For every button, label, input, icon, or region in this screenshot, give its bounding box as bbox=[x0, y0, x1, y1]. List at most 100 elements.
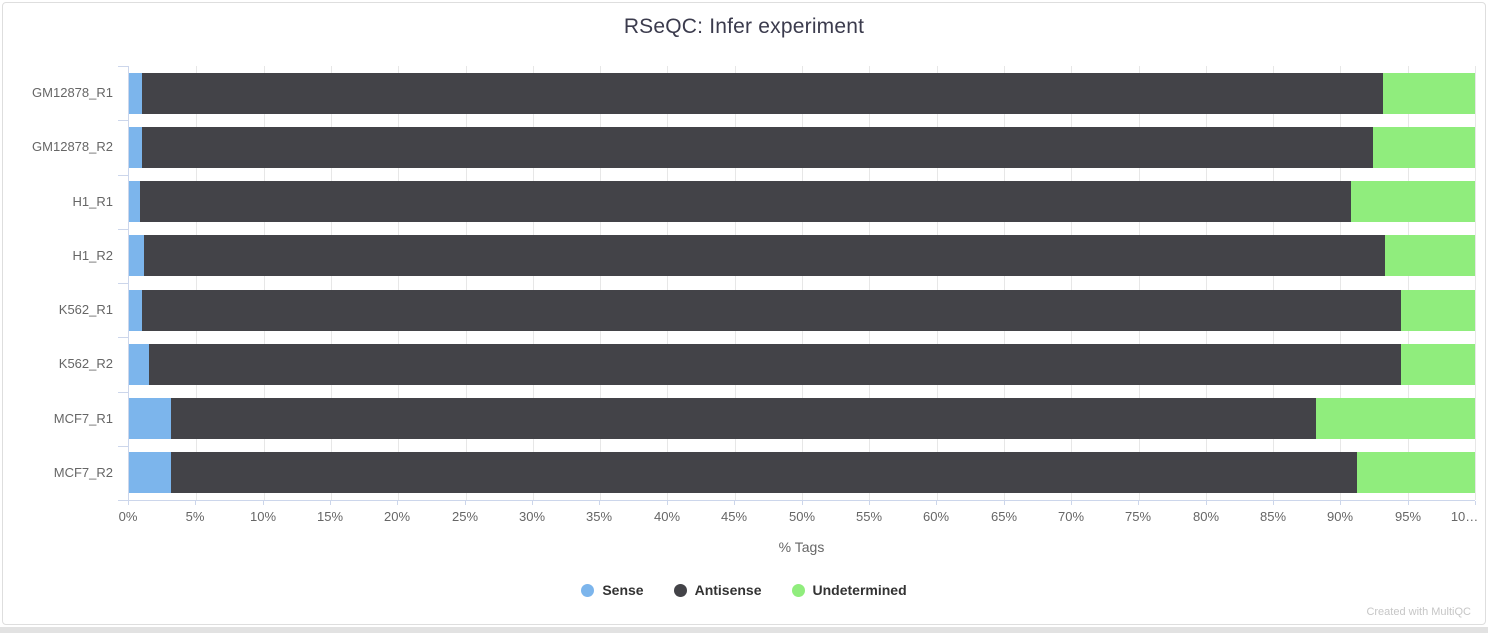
x-axis-tick-label: 25% bbox=[451, 509, 479, 524]
x-axis-tick-label: 0% bbox=[118, 509, 138, 524]
x-axis-tick-label: 55% bbox=[855, 509, 883, 524]
x-axis-tick bbox=[1273, 501, 1274, 505]
bar-segment-undetermined[interactable] bbox=[1372, 126, 1475, 168]
gridline bbox=[398, 66, 400, 500]
bar-segment-antisense[interactable] bbox=[149, 343, 1401, 385]
x-axis-tick bbox=[869, 501, 870, 505]
bar-segment-antisense[interactable] bbox=[142, 289, 1401, 331]
bar-segment-antisense[interactable] bbox=[170, 398, 1317, 440]
y-axis-label: GM12878_R1 bbox=[32, 85, 113, 100]
x-axis-tick-label: 60% bbox=[922, 509, 950, 524]
x-axis-line bbox=[128, 500, 1475, 501]
bar-segment-antisense[interactable] bbox=[142, 126, 1373, 168]
x-axis-tick bbox=[195, 501, 196, 505]
x-axis-tick-label: 40% bbox=[653, 509, 681, 524]
legend-label: Undetermined bbox=[812, 582, 907, 598]
bar-segment-antisense[interactable] bbox=[143, 235, 1385, 277]
y-axis-label: MCF7_R1 bbox=[53, 410, 113, 426]
gridline bbox=[1138, 66, 1140, 500]
x-axis-tick bbox=[599, 501, 600, 505]
x-axis-tick bbox=[667, 501, 668, 505]
bar-segment-undetermined[interactable] bbox=[1400, 289, 1475, 331]
bar-segment-sense[interactable] bbox=[129, 181, 140, 223]
legend-item-undetermined[interactable]: Undetermined bbox=[791, 582, 907, 598]
bar-segment-undetermined[interactable] bbox=[1356, 452, 1475, 494]
bar-segment-sense[interactable] bbox=[129, 398, 171, 440]
bar-segment-undetermined[interactable] bbox=[1400, 343, 1475, 385]
y-axis-label: GM12878_R2 bbox=[32, 139, 113, 155]
legend-label: Sense bbox=[602, 582, 644, 598]
x-axis-tick bbox=[1475, 501, 1476, 505]
x-axis-tick-label: 70% bbox=[1057, 509, 1085, 524]
gridline bbox=[869, 66, 871, 500]
x-axis-tick-label: 75% bbox=[1124, 509, 1152, 524]
gridline bbox=[532, 66, 534, 500]
chart-title: RSeQC: Infer experiment bbox=[623, 15, 865, 38]
bar-segment-antisense[interactable] bbox=[170, 452, 1357, 494]
page-bottom-strip bbox=[0, 627, 1488, 633]
bar-segment-antisense[interactable] bbox=[142, 72, 1384, 114]
y-axis-label: H1_R1 bbox=[72, 193, 113, 209]
gridline bbox=[465, 66, 467, 500]
gridline bbox=[734, 66, 736, 500]
bar-segment-sense[interactable] bbox=[129, 289, 143, 331]
x-axis-tick bbox=[465, 501, 466, 505]
gridline bbox=[330, 66, 332, 500]
bar-row-mcf7_r1 bbox=[129, 398, 1475, 440]
bar-segment-sense[interactable] bbox=[129, 452, 171, 494]
x-axis-tick-label: 15% bbox=[316, 509, 344, 524]
legend: Sense Antisense Undetermined bbox=[3, 582, 1485, 598]
bar-row-gm12878_r1 bbox=[129, 72, 1475, 114]
gridline bbox=[600, 66, 602, 500]
x-axis-tick bbox=[1408, 501, 1409, 505]
bar-segment-sense[interactable] bbox=[129, 126, 143, 168]
gridline bbox=[263, 66, 265, 500]
y-axis-label: H1_R2 bbox=[72, 247, 113, 263]
plot-area bbox=[118, 66, 1476, 501]
x-axis-tick-label: 85% bbox=[1259, 509, 1287, 524]
x-axis-tick-label: 10% bbox=[249, 509, 277, 524]
gridline bbox=[1273, 66, 1275, 500]
footer-credit: Created with MultiQC bbox=[1366, 606, 1471, 618]
y-axis-tick bbox=[118, 500, 128, 501]
bar-segment-sense[interactable] bbox=[129, 235, 144, 277]
gridline bbox=[1475, 66, 1476, 500]
gridline bbox=[1340, 66, 1342, 500]
gridline bbox=[936, 66, 938, 500]
legend-marker-icon bbox=[581, 583, 595, 597]
x-axis-tick bbox=[1206, 501, 1207, 505]
bar-segment-undetermined[interactable] bbox=[1384, 235, 1475, 277]
legend-item-antisense[interactable]: Antisense bbox=[673, 582, 762, 598]
y-axis-tick bbox=[118, 446, 128, 447]
x-axis-tick bbox=[532, 501, 533, 505]
y-axis-tick bbox=[118, 66, 128, 67]
legend-marker-icon bbox=[673, 583, 687, 597]
y-axis-label: MCF7_R2 bbox=[53, 464, 113, 480]
bar-segment-sense[interactable] bbox=[129, 343, 150, 385]
y-axis-labels: GM12878_R1 GM12878_R2 H1_R1 H1_R2 K562_R1 K56… bbox=[3, 66, 120, 500]
x-axis-tick-label: 45% bbox=[720, 509, 748, 524]
x-axis-tick-label: 80% bbox=[1192, 509, 1220, 524]
y-axis-label: K562_R2 bbox=[58, 356, 113, 372]
x-axis-tick bbox=[1004, 501, 1005, 505]
bar-segment-sense[interactable] bbox=[129, 72, 143, 114]
x-axis-tick bbox=[128, 501, 129, 505]
gridline bbox=[667, 66, 669, 500]
bar-segment-undetermined[interactable] bbox=[1351, 181, 1475, 223]
x-axis-tick bbox=[263, 501, 264, 505]
bar-segment-undetermined[interactable] bbox=[1316, 398, 1475, 440]
x-axis-tick-label: 50% bbox=[788, 509, 816, 524]
x-axis-tick-label: 35% bbox=[585, 509, 613, 524]
bar-segment-antisense[interactable] bbox=[139, 181, 1352, 223]
gridline bbox=[196, 66, 198, 500]
x-axis-tick-label: 65% bbox=[990, 509, 1018, 524]
bar-segment-undetermined[interactable] bbox=[1383, 72, 1475, 114]
bar-row-h1_r2 bbox=[129, 235, 1475, 277]
x-axis-title: % Tags bbox=[778, 539, 825, 555]
legend-label: Antisense bbox=[694, 582, 762, 598]
legend-item-sense[interactable]: Sense bbox=[581, 582, 644, 598]
y-axis-tick bbox=[118, 120, 128, 121]
x-axis-tick bbox=[1340, 501, 1341, 505]
